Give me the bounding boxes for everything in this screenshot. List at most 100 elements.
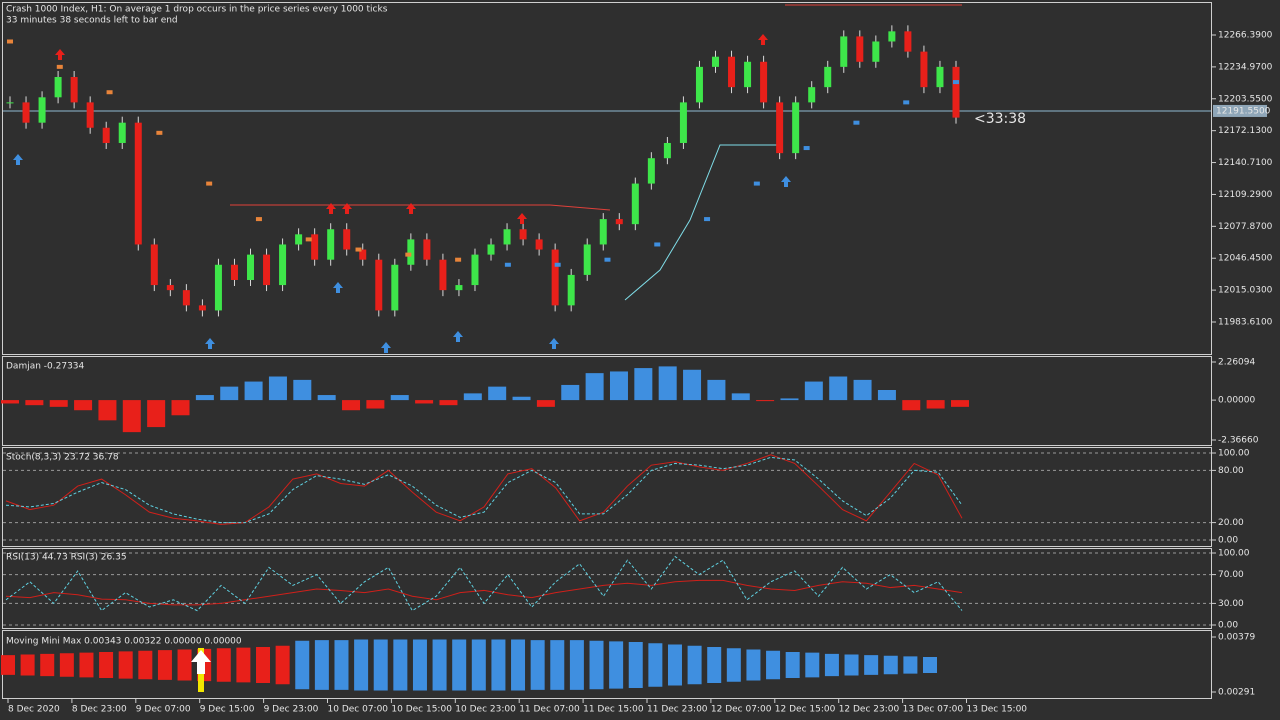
mmm-bar (883, 655, 898, 675)
histogram-bar (49, 400, 68, 407)
mmm-bar (511, 639, 526, 691)
candle (150, 244, 158, 286)
mmm-bar (923, 657, 937, 673)
sell-arrow (758, 34, 768, 45)
mmm-bar (452, 639, 467, 691)
histogram-bar (829, 376, 848, 401)
axis-label: 80.00 (1218, 466, 1244, 476)
mmm-bar (550, 640, 565, 690)
stoch-panel (2, 447, 1212, 547)
histogram-bar (415, 400, 434, 404)
candle (102, 127, 110, 143)
axis-label: 12203.5500 (1218, 94, 1273, 104)
ma-dot (604, 257, 611, 262)
mmm-bar (667, 644, 682, 686)
mmm-bar (1, 655, 15, 675)
axis-label: 12266.3900 (1218, 31, 1273, 41)
ma-dot (753, 181, 760, 186)
histogram-bar (780, 398, 799, 401)
mmm-bar (491, 639, 506, 691)
mmm-bar (844, 654, 859, 676)
candle (247, 254, 255, 280)
buy-arrow (13, 154, 23, 165)
time-label: 9 Dec 23:00 (264, 705, 319, 715)
mmm-bar (373, 639, 388, 691)
header-line: Crash 1000 Index, H1: On average 1 drop … (6, 5, 388, 15)
ma-dot (7, 39, 13, 44)
candle (824, 66, 832, 88)
countdown: <33:38 (974, 111, 1026, 127)
candle (423, 239, 431, 260)
axis-label: 70.00 (1218, 570, 1244, 580)
histogram-bar (926, 400, 945, 409)
histogram-bar (609, 371, 628, 401)
histogram-bar (877, 389, 896, 401)
mmm-bar (609, 641, 624, 689)
mmm-bar (256, 647, 271, 683)
time-label: 12 Dec 23:00 (839, 705, 900, 715)
candle (792, 102, 800, 154)
candle (263, 254, 271, 286)
histogram-bar (342, 400, 361, 411)
buy-arrow (381, 342, 391, 353)
candle (70, 77, 78, 103)
ma-dot (56, 64, 63, 69)
histogram-bar (512, 396, 531, 401)
mmm-bar (354, 639, 369, 691)
time-label: 10 Dec 15:00 (391, 705, 452, 715)
axis-label: 0.00379 (1218, 633, 1255, 643)
mmm-bar (785, 652, 800, 678)
candle (359, 249, 367, 260)
candle (214, 264, 222, 311)
histogram-bar (244, 381, 263, 401)
histogram-bar (122, 400, 141, 433)
mmm-bar (746, 649, 761, 681)
candle (6, 102, 14, 104)
histogram-bar (561, 384, 580, 401)
axis-label: -2.36660 (1218, 436, 1259, 446)
mmm-bar (79, 652, 94, 678)
candle (134, 122, 142, 245)
time-label: 8 Dec 2020 (8, 705, 60, 715)
rsi-panel (2, 548, 1212, 629)
mmm-bar (432, 639, 447, 691)
mmm-bar (471, 639, 486, 691)
candle (663, 142, 671, 159)
buy-arrow (333, 282, 343, 293)
ma-dot (654, 242, 661, 247)
candle (166, 285, 174, 291)
histogram-bar (171, 400, 190, 416)
indicator-line (5, 555, 963, 612)
histogram-bar (951, 400, 969, 407)
histogram-bar (463, 393, 482, 401)
histogram-bar (366, 400, 385, 409)
axis-label: 0.00 (1218, 621, 1238, 631)
candle (888, 31, 896, 42)
histogram-bar (683, 369, 702, 401)
candle (615, 219, 623, 225)
mmm-bar (59, 653, 74, 677)
sell-arrow (406, 203, 416, 214)
histogram-bar (902, 400, 921, 411)
axis-label: 0.00000 (1218, 396, 1255, 406)
axis-label: 2.26094 (1218, 358, 1255, 368)
panel-title: RSI(13) 44.73 RSI(3) 26.35 (6, 553, 127, 563)
mmm-bar (177, 649, 192, 681)
time-label: 10 Dec 07:00 (328, 705, 389, 715)
candle (295, 234, 303, 245)
time-label: 9 Dec 07:00 (136, 705, 191, 715)
mmm-bar (393, 639, 408, 691)
candle (760, 61, 768, 103)
ma-dot (504, 262, 511, 267)
candle (728, 56, 736, 88)
candle (599, 219, 607, 245)
sell-arrow (55, 49, 65, 60)
ma-dot (156, 130, 163, 135)
buy-arrow (781, 176, 791, 187)
histogram-bar (25, 400, 44, 406)
mmm-bar (569, 640, 584, 690)
axis-label: 12172.1300 (1218, 126, 1273, 136)
time-label: 11 Dec 07:00 (519, 705, 580, 715)
